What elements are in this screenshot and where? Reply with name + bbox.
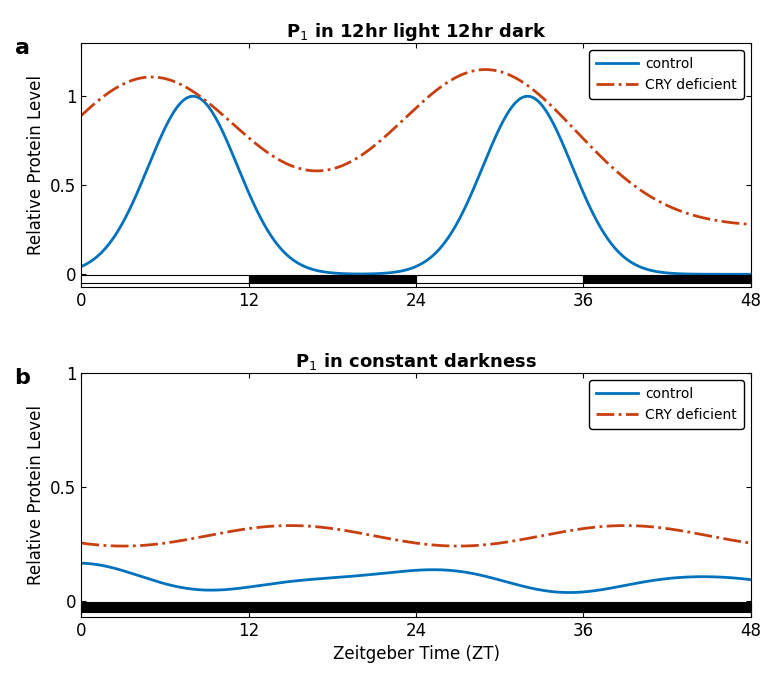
Title: P$_1$ in constant darkness: P$_1$ in constant darkness [295, 352, 537, 372]
control [733, 574, 742, 582]
CRY deficient [733, 220, 742, 228]
CRY deficient [734, 537, 743, 545]
Text: a: a [15, 38, 30, 58]
control [746, 575, 755, 583]
Bar [416, 275, 583, 283]
CRY deficient [481, 66, 490, 74]
control [661, 575, 670, 583]
Y-axis label: Relative Protein Level: Relative Protein Level [27, 405, 45, 585]
CRY deficient [77, 111, 86, 120]
Bar [583, 275, 751, 283]
CRY deficient [77, 539, 86, 547]
control [153, 577, 163, 586]
Legend: control, CRY deficient: control, CRY deficient [590, 380, 744, 429]
CRY deficient [746, 539, 755, 547]
CRY deficient [454, 542, 463, 550]
Legend: control, CRY deficient: control, CRY deficient [590, 50, 744, 98]
control [565, 588, 574, 596]
CRY deficient [153, 540, 163, 548]
Line: CRY deficient: CRY deficient [81, 525, 751, 546]
CRY deficient [362, 147, 371, 155]
Title: P$_1$ in 12hr light 12hr dark: P$_1$ in 12hr light 12hr dark [285, 21, 547, 43]
control [333, 573, 343, 581]
CRY deficient [661, 525, 670, 533]
control [153, 140, 163, 148]
control [661, 269, 670, 277]
CRY deficient [746, 220, 755, 228]
X-axis label: Zeitgeber Time (ZT): Zeitgeber Time (ZT) [332, 645, 500, 663]
control [362, 570, 371, 579]
Y-axis label: Relative Protein Level: Relative Protein Level [27, 75, 45, 255]
control [193, 93, 203, 101]
control [733, 270, 742, 278]
CRY deficient [333, 163, 343, 171]
CRY deficient [334, 525, 343, 534]
Line: control: control [81, 563, 751, 592]
control [193, 586, 203, 594]
Bar [81, 602, 751, 612]
CRY deficient [193, 90, 203, 98]
Bar [249, 275, 416, 283]
control [746, 270, 755, 278]
CRY deficient [286, 521, 296, 529]
control [334, 269, 343, 278]
CRY deficient [661, 200, 670, 209]
Line: control: control [81, 96, 751, 274]
control [77, 559, 86, 567]
Line: CRY deficient: CRY deficient [81, 70, 751, 224]
Bar [81, 275, 249, 283]
control [363, 269, 372, 278]
Text: b: b [15, 368, 30, 388]
CRY deficient [193, 534, 203, 542]
control [188, 92, 198, 101]
CRY deficient [363, 530, 372, 538]
control [77, 263, 86, 271]
CRY deficient [153, 73, 163, 81]
